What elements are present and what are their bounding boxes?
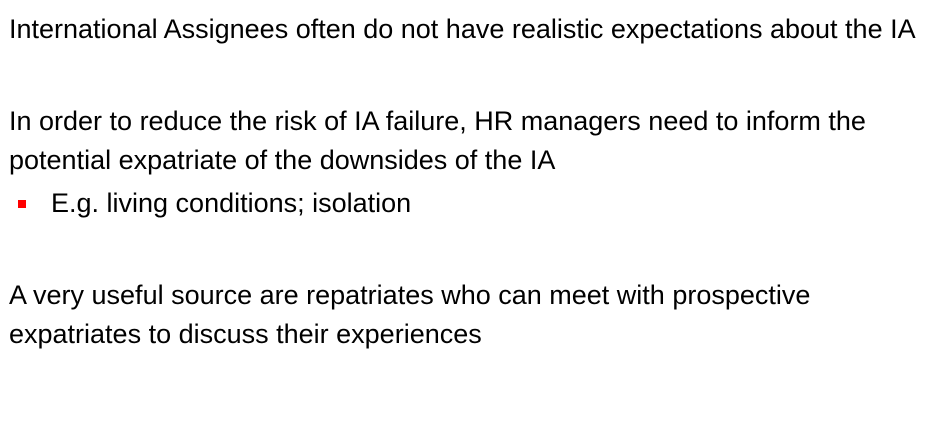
bullet-item: E.g. living conditions; isolation: [9, 184, 924, 223]
slide-body: International Assignees often do not hav…: [9, 10, 924, 354]
paragraph-expectations: International Assignees often do not hav…: [9, 14, 916, 44]
bullet-text: E.g. living conditions; isolation: [51, 188, 412, 218]
paragraph-repatriates: A very useful source are repatriates who…: [9, 280, 811, 349]
square-bullet-icon: [18, 199, 26, 208]
paragraph-reduce-risk: In order to reduce the risk of IA failur…: [9, 106, 866, 175]
